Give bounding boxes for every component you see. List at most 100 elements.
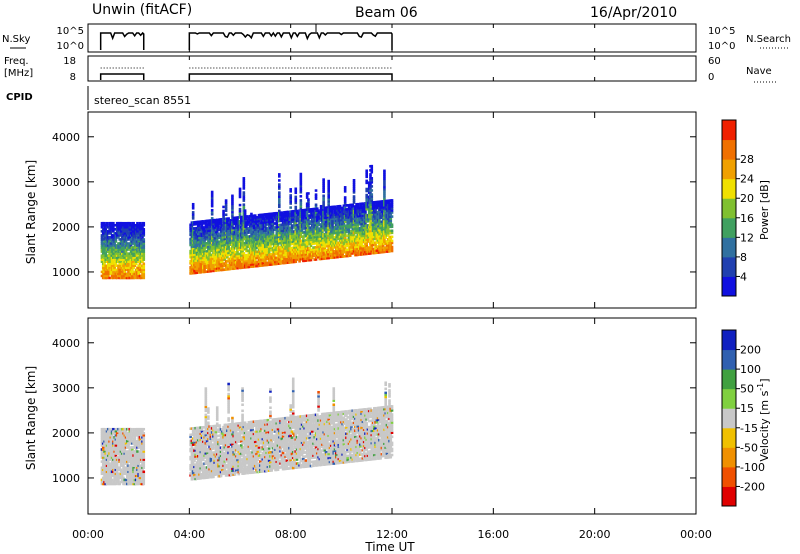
heatmap-cell — [269, 236, 272, 240]
heatmap-cell — [389, 243, 393, 247]
heatmap-cell — [129, 270, 133, 274]
heatmap-cell — [383, 238, 386, 241]
heatmap-cell — [375, 217, 379, 220]
heatmap-cell — [114, 429, 118, 433]
heatmap-cell — [238, 211, 242, 215]
heatmap-cell — [215, 238, 219, 242]
heatmap-cell — [316, 225, 319, 229]
heatmap-cell — [191, 213, 195, 216]
heatmap-cell — [280, 257, 284, 261]
heatmap-cell — [126, 242, 129, 245]
heatmap-cell — [194, 235, 197, 238]
heatmap-cell — [196, 253, 200, 256]
heatmap-cell — [284, 225, 287, 228]
heatmap-cell — [278, 195, 281, 198]
power-colorbar-tick: 12 — [740, 231, 754, 244]
heatmap-cell — [238, 224, 242, 227]
heatmap-cell — [142, 252, 146, 255]
heatmap-cell — [200, 260, 204, 264]
heatmap-cell — [275, 250, 279, 253]
heatmap-cell — [215, 230, 219, 234]
heatmap-cell — [342, 204, 346, 207]
heatmap-cell — [346, 218, 349, 221]
heatmap-cell — [270, 242, 273, 246]
heatmap-cell — [221, 266, 224, 270]
heatmap-cell — [105, 268, 109, 272]
heatmap-cell — [199, 228, 203, 232]
heatmap-cell — [120, 440, 124, 443]
heatmap-cell — [142, 228, 146, 231]
heatmap-cell — [278, 201, 281, 205]
heatmap-cell — [222, 242, 225, 245]
heatmap-cell — [299, 174, 303, 178]
heatmap-cell — [271, 230, 275, 234]
heatmap-cell — [215, 236, 219, 240]
heatmap-cell — [214, 269, 218, 272]
heatmap-cell — [126, 223, 129, 227]
heatmap-cell — [191, 257, 195, 261]
heatmap-cell — [365, 199, 368, 203]
heatmap-cell — [370, 168, 374, 172]
nave-label: Nave — [746, 66, 772, 77]
heatmap-cell — [365, 193, 368, 197]
heatmap-cell — [340, 237, 343, 240]
heatmap-cell — [129, 244, 133, 247]
heatmap-cell — [123, 448, 127, 451]
heatmap-cell — [266, 241, 270, 244]
heatmap-cell — [124, 480, 128, 484]
heatmap-cell — [191, 204, 195, 208]
heatmap-cell — [343, 198, 347, 201]
heatmap-cell — [370, 164, 374, 168]
heatmap-cell — [343, 190, 347, 193]
heatmap-cell — [383, 210, 386, 213]
heatmap-cell — [375, 241, 379, 244]
velocity-heatmap — [100, 377, 394, 486]
heatmap-cell — [124, 240, 128, 243]
heatmap-cell — [383, 179, 386, 183]
heatmap-cell — [199, 258, 203, 262]
heatmap-cell — [210, 213, 214, 216]
heatmap-cell — [288, 230, 291, 234]
heatmap-cell — [294, 189, 298, 193]
heatmap-cell — [289, 188, 292, 191]
heatmap-cell — [142, 238, 146, 241]
heatmap-cell — [119, 254, 123, 257]
heatmap-cell — [313, 240, 317, 243]
heatmap-cell — [319, 235, 323, 238]
heatmap-cell — [274, 218, 277, 221]
heatmap-cell — [369, 191, 372, 194]
heatmap-cell — [250, 222, 253, 226]
heatmap-cell — [327, 204, 330, 207]
heatmap-cell — [138, 236, 142, 239]
heatmap-cell — [343, 232, 347, 236]
heatmap-cell — [326, 206, 329, 209]
heatmap-cell — [341, 245, 344, 248]
heatmap-cell — [327, 189, 330, 193]
heatmap-cell — [233, 234, 237, 238]
heatmap-cell — [251, 218, 254, 222]
heatmap-cell — [327, 242, 330, 246]
heatmap-cell — [369, 252, 372, 255]
heatmap-cell — [124, 472, 128, 476]
heatmap-cell — [322, 180, 325, 183]
heatmap-cell — [136, 276, 139, 280]
heatmap-cell — [390, 231, 394, 235]
heatmap-cell — [189, 243, 192, 247]
heatmap-cell — [204, 221, 208, 225]
power-colorbar-label: Power [dB] — [758, 180, 771, 240]
heatmap-cell — [134, 258, 138, 261]
heatmap-cell — [341, 251, 344, 254]
heatmap-cell — [341, 253, 344, 256]
heatmap-cell — [317, 231, 320, 235]
heatmap-cell — [352, 191, 356, 194]
heatmap-cell — [389, 217, 393, 221]
heatmap-cell — [243, 211, 247, 214]
heatmap-cell — [126, 230, 129, 233]
heatmap-cell — [119, 448, 123, 451]
heatmap-cell — [231, 202, 234, 206]
heatmap-cell — [203, 234, 206, 237]
heatmap-cell — [314, 193, 318, 196]
nave-tick-top: 60 — [708, 56, 721, 67]
heatmap-cell — [286, 251, 290, 254]
heatmap-cell — [191, 215, 195, 218]
